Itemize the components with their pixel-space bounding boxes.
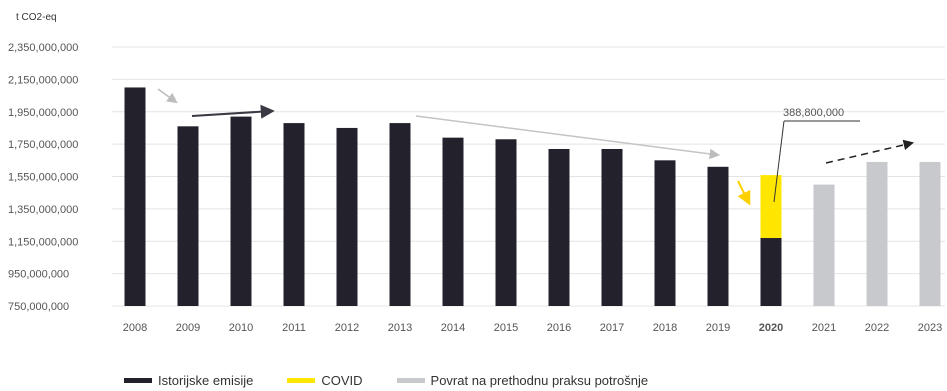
x-tick-label-2022: 2022: [865, 322, 889, 334]
bar-povrat-na-prethodnu-praksu-potro-nje-2021: [813, 184, 835, 306]
x-tick-label-2017: 2017: [600, 322, 624, 334]
annotation-leader-line: [773, 120, 785, 203]
legend-swatch-covid: [287, 377, 316, 383]
arrow-covid-drop-icon: [737, 180, 751, 206]
legend-label-return: Povrat na prethodnu praksu potrošnje: [430, 372, 649, 388]
arrow-rebound-2021-2023-icon: [825, 139, 915, 164]
bar-istorijske-emisije-2013: [389, 123, 411, 306]
x-tick-label-2016: 2016: [547, 322, 571, 334]
x-tick-label-2019: 2019: [706, 322, 730, 334]
x-tick-label-2009: 2009: [176, 322, 200, 334]
y-tick-label: 2,150,000,000: [8, 74, 78, 86]
chart-legend: Istorijske emisije COVID Povrat na preth…: [124, 371, 682, 389]
emissions-bar-chart: t CO2-eq 2,350,000,000 2,150,000,000 1,950…: [8, 12, 945, 334]
legend-item-return: Povrat na prethodnu praksu potrošnje: [396, 372, 649, 388]
bar-istorijske-emisije-2014: [442, 137, 464, 306]
bar-istorijske-emisije-2016: [548, 148, 570, 306]
bar-istorijske-emisije-2009: [177, 126, 199, 306]
bar-povrat-na-prethodnu-praksu-potro-nje-2023: [919, 161, 941, 306]
x-tick-label-2011: 2011: [282, 322, 306, 334]
bar-istorijske-emisije-2020: [760, 238, 782, 306]
x-tick-label-2015: 2015: [494, 322, 518, 334]
bar-istorijske-emisije-2010: [230, 116, 252, 306]
bar-covid-2020: [760, 175, 782, 239]
bar-istorijske-emisije-2011: [283, 123, 305, 306]
legend-label-historical: Istorijske emisije: [158, 372, 254, 388]
x-tick-label-2014: 2014: [441, 322, 465, 334]
x-tick-label-2018: 2018: [653, 322, 677, 334]
bar-povrat-na-prethodnu-praksu-potro-nje-2022: [866, 161, 888, 306]
x-tick-label-2023: 2023: [918, 322, 942, 334]
x-tick-label-2013: 2013: [388, 322, 412, 334]
legend-swatch-return: [396, 377, 425, 383]
x-tick-label-2012: 2012: [335, 322, 359, 334]
y-tick-label: 1,350,000,000: [8, 204, 78, 216]
y-axis-unit-label: t CO2-eq: [16, 12, 57, 23]
x-tick-label-2020: 2020: [759, 322, 783, 334]
y-tick-label: 2,350,000,000: [8, 42, 78, 54]
legend-swatch-historical: [124, 377, 152, 383]
legend-item-covid: COVID: [287, 372, 363, 388]
y-tick-label: 1,750,000,000: [8, 139, 78, 151]
legend-item-historical: Istorijske emisije: [124, 373, 253, 388]
y-tick-label: 750,000,000: [8, 301, 69, 313]
y-tick-label: 950,000,000: [8, 269, 69, 281]
arrow-decline-2013-2019-icon: [415, 115, 721, 160]
y-tick-label: 1,550,000,000: [8, 172, 78, 184]
bar-istorijske-emisije-2017: [601, 148, 623, 306]
bar-istorijske-emisije-2019: [707, 166, 729, 306]
bar-istorijske-emisije-2008: [124, 87, 146, 306]
y-tick-label: 1,950,000,000: [8, 107, 78, 119]
x-tick-label-2008: 2008: [123, 322, 147, 334]
bar-istorijske-emisije-2015: [495, 139, 517, 306]
arrow-decline-2008-icon: [157, 88, 178, 104]
x-tick-label-2010: 2010: [229, 322, 253, 334]
y-tick-label: 1,150,000,000: [8, 236, 78, 248]
annotation-label: 388,800,000: [783, 107, 844, 119]
trend-arrows: [157, 88, 915, 206]
x-tick-label-2021: 2021: [812, 322, 836, 334]
bar-istorijske-emisije-2012: [336, 127, 358, 306]
arrow-flat-2009-2011-icon: [191, 104, 275, 119]
legend-label-covid: COVID: [321, 372, 363, 388]
bar-istorijske-emisije-2018: [654, 160, 676, 306]
